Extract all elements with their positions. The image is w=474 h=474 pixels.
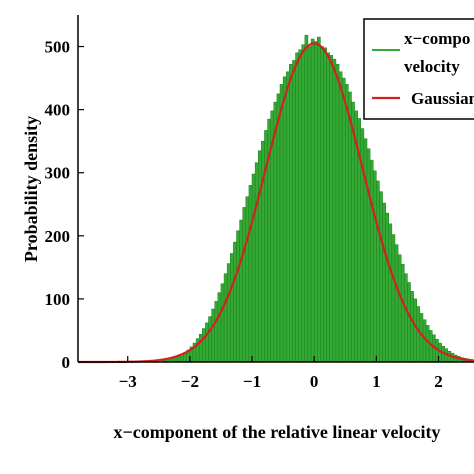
histogram-bar — [226, 263, 231, 363]
histogram-bar — [223, 273, 228, 363]
histogram-bar — [345, 84, 349, 363]
legend: x−compo velocity Gaussian — [363, 18, 474, 120]
histogram-bar — [369, 159, 374, 363]
x-axis-label: x−component of the relative linear veloc… — [113, 422, 440, 442]
histogram-bar — [348, 91, 352, 363]
histogram-bar — [202, 328, 206, 363]
histogram-bar — [338, 71, 343, 363]
x-tick-label: −1 — [243, 372, 261, 391]
histogram-bar — [372, 170, 377, 363]
histogram-bar — [239, 219, 243, 363]
x-tick-label: 1 — [372, 372, 381, 391]
histogram-bar — [379, 191, 383, 363]
histogram-bar — [391, 234, 396, 363]
legend-histogram-label-line-2: velocity — [404, 57, 460, 76]
histogram-bar — [273, 101, 278, 363]
histogram-bar — [326, 52, 330, 363]
histogram-bars — [161, 34, 474, 363]
histogram-bar — [351, 101, 355, 363]
histogram-bar — [320, 46, 324, 363]
histogram-bar — [217, 292, 222, 363]
histogram-bar — [211, 308, 215, 363]
legend-histogram-label: x−compo velocity — [404, 29, 474, 76]
histogram-bar — [404, 273, 408, 363]
histogram-bar — [230, 253, 234, 363]
histogram-bar — [279, 84, 284, 363]
x-tick-label: −2 — [181, 372, 199, 391]
y-tick-label: 0 — [62, 353, 71, 372]
histogram-bar — [289, 63, 293, 363]
y-tick-label: 100 — [45, 290, 71, 309]
histogram-bar — [257, 150, 262, 363]
histogram-bar — [323, 47, 327, 363]
x-tick-label: 0 — [310, 372, 319, 391]
histogram-bar — [245, 196, 250, 363]
histogram-bar — [382, 202, 386, 363]
histogram-bar — [285, 71, 290, 363]
histogram-bar — [416, 306, 421, 363]
y-tick-label: 500 — [45, 38, 71, 57]
legend-box — [363, 18, 474, 120]
histogram-bar — [205, 322, 209, 363]
histogram-bar — [276, 93, 281, 363]
histogram-bar — [254, 162, 259, 363]
histogram-bar — [298, 49, 303, 363]
histogram-bar — [313, 41, 318, 363]
histogram-bar — [400, 263, 405, 363]
histogram-bar — [317, 36, 321, 363]
y-tick-label: 300 — [45, 164, 71, 183]
histogram-bar — [307, 46, 312, 363]
y-axis-label: Probability density — [21, 116, 41, 262]
axes — [77, 15, 474, 363]
histogram-bar — [208, 316, 212, 363]
histogram-bar — [366, 148, 371, 363]
histogram-bar — [397, 254, 402, 363]
histogram-bar — [394, 244, 399, 363]
histogram-bar — [282, 76, 287, 363]
histogram-bar — [335, 63, 340, 363]
legend-gaussian-label: Gaussian — [411, 89, 474, 108]
histogram-bar — [407, 282, 411, 363]
histogram-bar — [310, 38, 315, 363]
histogram-bar — [214, 301, 219, 363]
histogram-bar — [419, 313, 424, 363]
histogram-bar — [341, 77, 346, 363]
histogram-bar — [236, 230, 240, 363]
histogram-bar — [332, 58, 337, 363]
y-ticks: 0 100 200 300 400 500 — [45, 38, 84, 372]
histogram-bar — [233, 241, 237, 363]
histogram-bar — [410, 291, 414, 363]
legend-histogram-label-line-1: x−compo — [404, 29, 470, 48]
histogram-bar — [329, 55, 334, 363]
histogram-bar — [292, 60, 296, 363]
histogram-bar — [301, 44, 306, 363]
x-ticks: −3 −2 −1 0 1 2 — [119, 356, 443, 391]
x-tick-label: −3 — [119, 372, 137, 391]
histogram-bar — [248, 185, 253, 363]
histogram-bar — [304, 34, 309, 363]
histogram-bar — [242, 207, 247, 363]
x-tick-label: 2 — [434, 372, 443, 391]
histogram-bar — [388, 223, 393, 363]
y-tick-label: 200 — [45, 227, 71, 246]
histogram-bar — [385, 212, 390, 363]
histogram-bar — [220, 283, 225, 363]
histogram-bar — [413, 298, 417, 363]
histogram-bar — [198, 333, 203, 363]
histogram-bar — [295, 52, 299, 363]
histogram-bar — [251, 173, 256, 363]
histogram-bar — [376, 180, 380, 363]
y-tick-label: 400 — [45, 101, 71, 120]
